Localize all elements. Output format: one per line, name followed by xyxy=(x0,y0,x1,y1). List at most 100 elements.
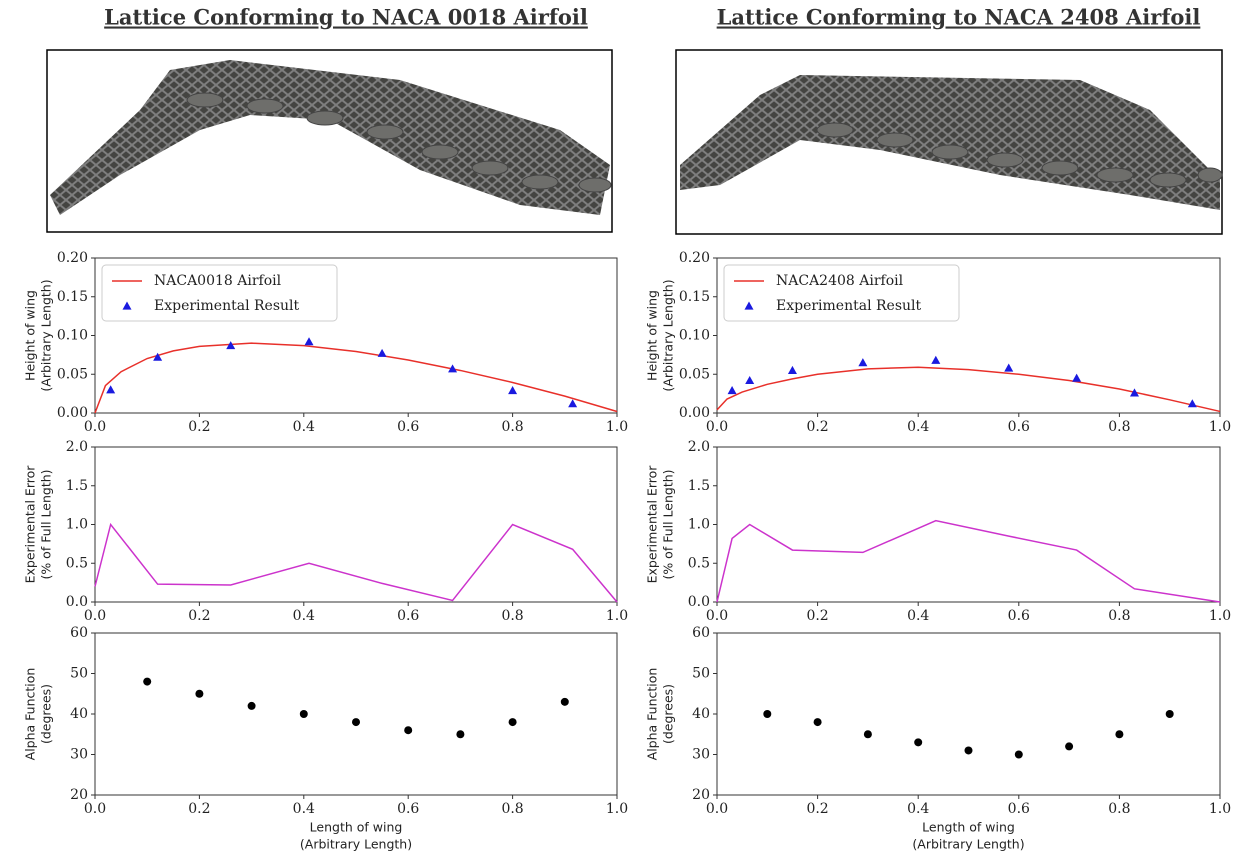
y-axis-label: Height of wing xyxy=(645,290,660,381)
data-point xyxy=(863,730,872,739)
data-point xyxy=(377,348,387,357)
data-point xyxy=(304,337,314,346)
x-tick-label: 0.6 xyxy=(1008,608,1030,624)
chart: Lattice Conforming to NACA 2408 Airfoil 0… xyxy=(645,5,1232,436)
y-tick-label: 1.0 xyxy=(688,517,710,533)
y-tick-label: 0.15 xyxy=(57,289,88,305)
y-tick-label: 0.20 xyxy=(57,250,88,266)
series-line xyxy=(716,366,1221,413)
plot-frame xyxy=(94,446,618,603)
y-axis-label: Height of wing xyxy=(23,290,38,381)
data-point xyxy=(1004,363,1014,372)
y-tick-label: 0.5 xyxy=(66,555,88,571)
x-tick-label: 0.0 xyxy=(706,801,728,817)
y-tick-label: 0.10 xyxy=(679,328,710,344)
data-point xyxy=(247,701,256,710)
y-axis-label: Alpha Function xyxy=(23,668,38,761)
y-tick-label: 30 xyxy=(692,747,710,763)
x-tick-label: 0.8 xyxy=(501,419,523,435)
data-point xyxy=(787,365,797,374)
x-axis-label: (Arbitrary Length) xyxy=(912,837,1024,852)
legend-box xyxy=(101,264,338,322)
y-tick-label: 60 xyxy=(70,625,88,641)
x-tick-label: 1.0 xyxy=(606,801,628,817)
data-point xyxy=(106,385,116,394)
y-tick-label: 0.15 xyxy=(679,289,710,305)
x-tick-label: 1.0 xyxy=(1209,801,1231,817)
x-tick-label: 0.0 xyxy=(706,608,728,624)
y-tick-label: 0.05 xyxy=(679,366,710,382)
data-point xyxy=(299,710,308,718)
data-point xyxy=(914,738,923,747)
y-tick-label: 50 xyxy=(692,666,710,682)
y-tick-label: 0.05 xyxy=(57,366,88,382)
data-point xyxy=(964,746,973,755)
x-tick-label: 0.8 xyxy=(501,801,523,817)
chart: 0.0 0.2 0.4 0.6 0.8 1.0 20 30 40 50 60 Alpha Functi… xyxy=(645,625,1232,852)
x-tick-label: 0.4 xyxy=(293,801,315,817)
x-tick-label: 0.2 xyxy=(806,608,828,624)
data-point xyxy=(352,718,360,727)
y-tick-label: 20 xyxy=(692,787,710,803)
x-tick-label: 0.4 xyxy=(907,608,929,624)
x-tick-label: 0.4 xyxy=(293,608,315,624)
x-tick-label: 0.6 xyxy=(397,608,419,624)
x-tick-label: 0.8 xyxy=(1108,419,1130,435)
x-axis-label: Length of wing xyxy=(922,820,1015,835)
y-tick-label: 1.5 xyxy=(688,478,710,494)
x-tick-label: 0.4 xyxy=(907,419,929,435)
x-tick-label: 0.2 xyxy=(806,801,828,817)
y-tick-label: 0.5 xyxy=(688,555,710,571)
y-axis-label: Alpha Function xyxy=(645,668,660,761)
data-point xyxy=(858,358,868,367)
x-tick-label: 0.4 xyxy=(293,419,315,435)
data-point xyxy=(763,710,772,718)
y-axis-label: (% of Full Length) xyxy=(39,469,54,579)
y-tick-label: 2.0 xyxy=(66,439,88,455)
data-point xyxy=(1165,710,1174,718)
photo-left xyxy=(46,49,613,233)
plot-frame xyxy=(94,632,618,796)
data-point xyxy=(508,386,518,395)
data-point xyxy=(1065,742,1074,751)
data-point xyxy=(931,355,941,364)
chart: 0.0 0.2 0.4 0.6 0.8 1.0 0.0 0.5 1.0 1.5 2.0 Experim… xyxy=(23,439,629,624)
y-tick-label: 2.0 xyxy=(688,439,710,455)
data-point xyxy=(404,726,413,735)
y-tick-label: 0.0 xyxy=(66,594,88,610)
photo-right xyxy=(675,49,1223,235)
plot-frame xyxy=(716,632,1221,796)
x-tick-label: 0.8 xyxy=(1108,801,1130,817)
data-point xyxy=(226,341,236,350)
legend-swatch xyxy=(744,301,754,310)
x-tick-label: 0.6 xyxy=(1008,419,1030,435)
y-tick-label: 50 xyxy=(70,666,88,682)
series-line xyxy=(94,342,618,414)
y-tick-label: 60 xyxy=(692,625,710,641)
data-point xyxy=(456,730,465,739)
data-point xyxy=(1115,730,1124,739)
legend-label: Experimental Result xyxy=(154,298,300,314)
data-point xyxy=(195,689,204,698)
y-axis-label: (degrees) xyxy=(39,684,54,744)
chart: Lattice Conforming to NACA 0018 Airfoil 0… xyxy=(23,5,629,436)
x-axis-label: (Arbitrary Length) xyxy=(300,837,412,852)
y-tick-label: 40 xyxy=(692,706,710,722)
x-tick-label: 0.6 xyxy=(397,419,419,435)
x-tick-label: 0.6 xyxy=(397,801,419,817)
x-tick-label: 1.0 xyxy=(606,608,628,624)
chart: 0.0 0.2 0.4 0.6 0.8 1.0 0.0 0.5 1.0 1.5 2.0 Experim… xyxy=(645,439,1232,624)
y-tick-label: 40 xyxy=(70,706,88,722)
y-tick-label: 1.5 xyxy=(66,478,88,494)
x-tick-label: 0.8 xyxy=(501,608,523,624)
legend-label: NACA0018 Airfoil xyxy=(154,273,282,289)
x-tick-label: 1.0 xyxy=(606,419,628,435)
x-tick-label: 0.0 xyxy=(84,801,106,817)
x-tick-label: 0.2 xyxy=(806,419,828,435)
data-point xyxy=(745,375,755,385)
y-tick-label: 0.00 xyxy=(57,405,88,421)
data-point xyxy=(508,718,517,727)
y-tick-label: 0.0 xyxy=(688,594,710,610)
y-axis-label: Experimental Error xyxy=(645,465,660,584)
chart-title: Lattice Conforming to NACA 0018 Airfoil xyxy=(104,5,588,30)
